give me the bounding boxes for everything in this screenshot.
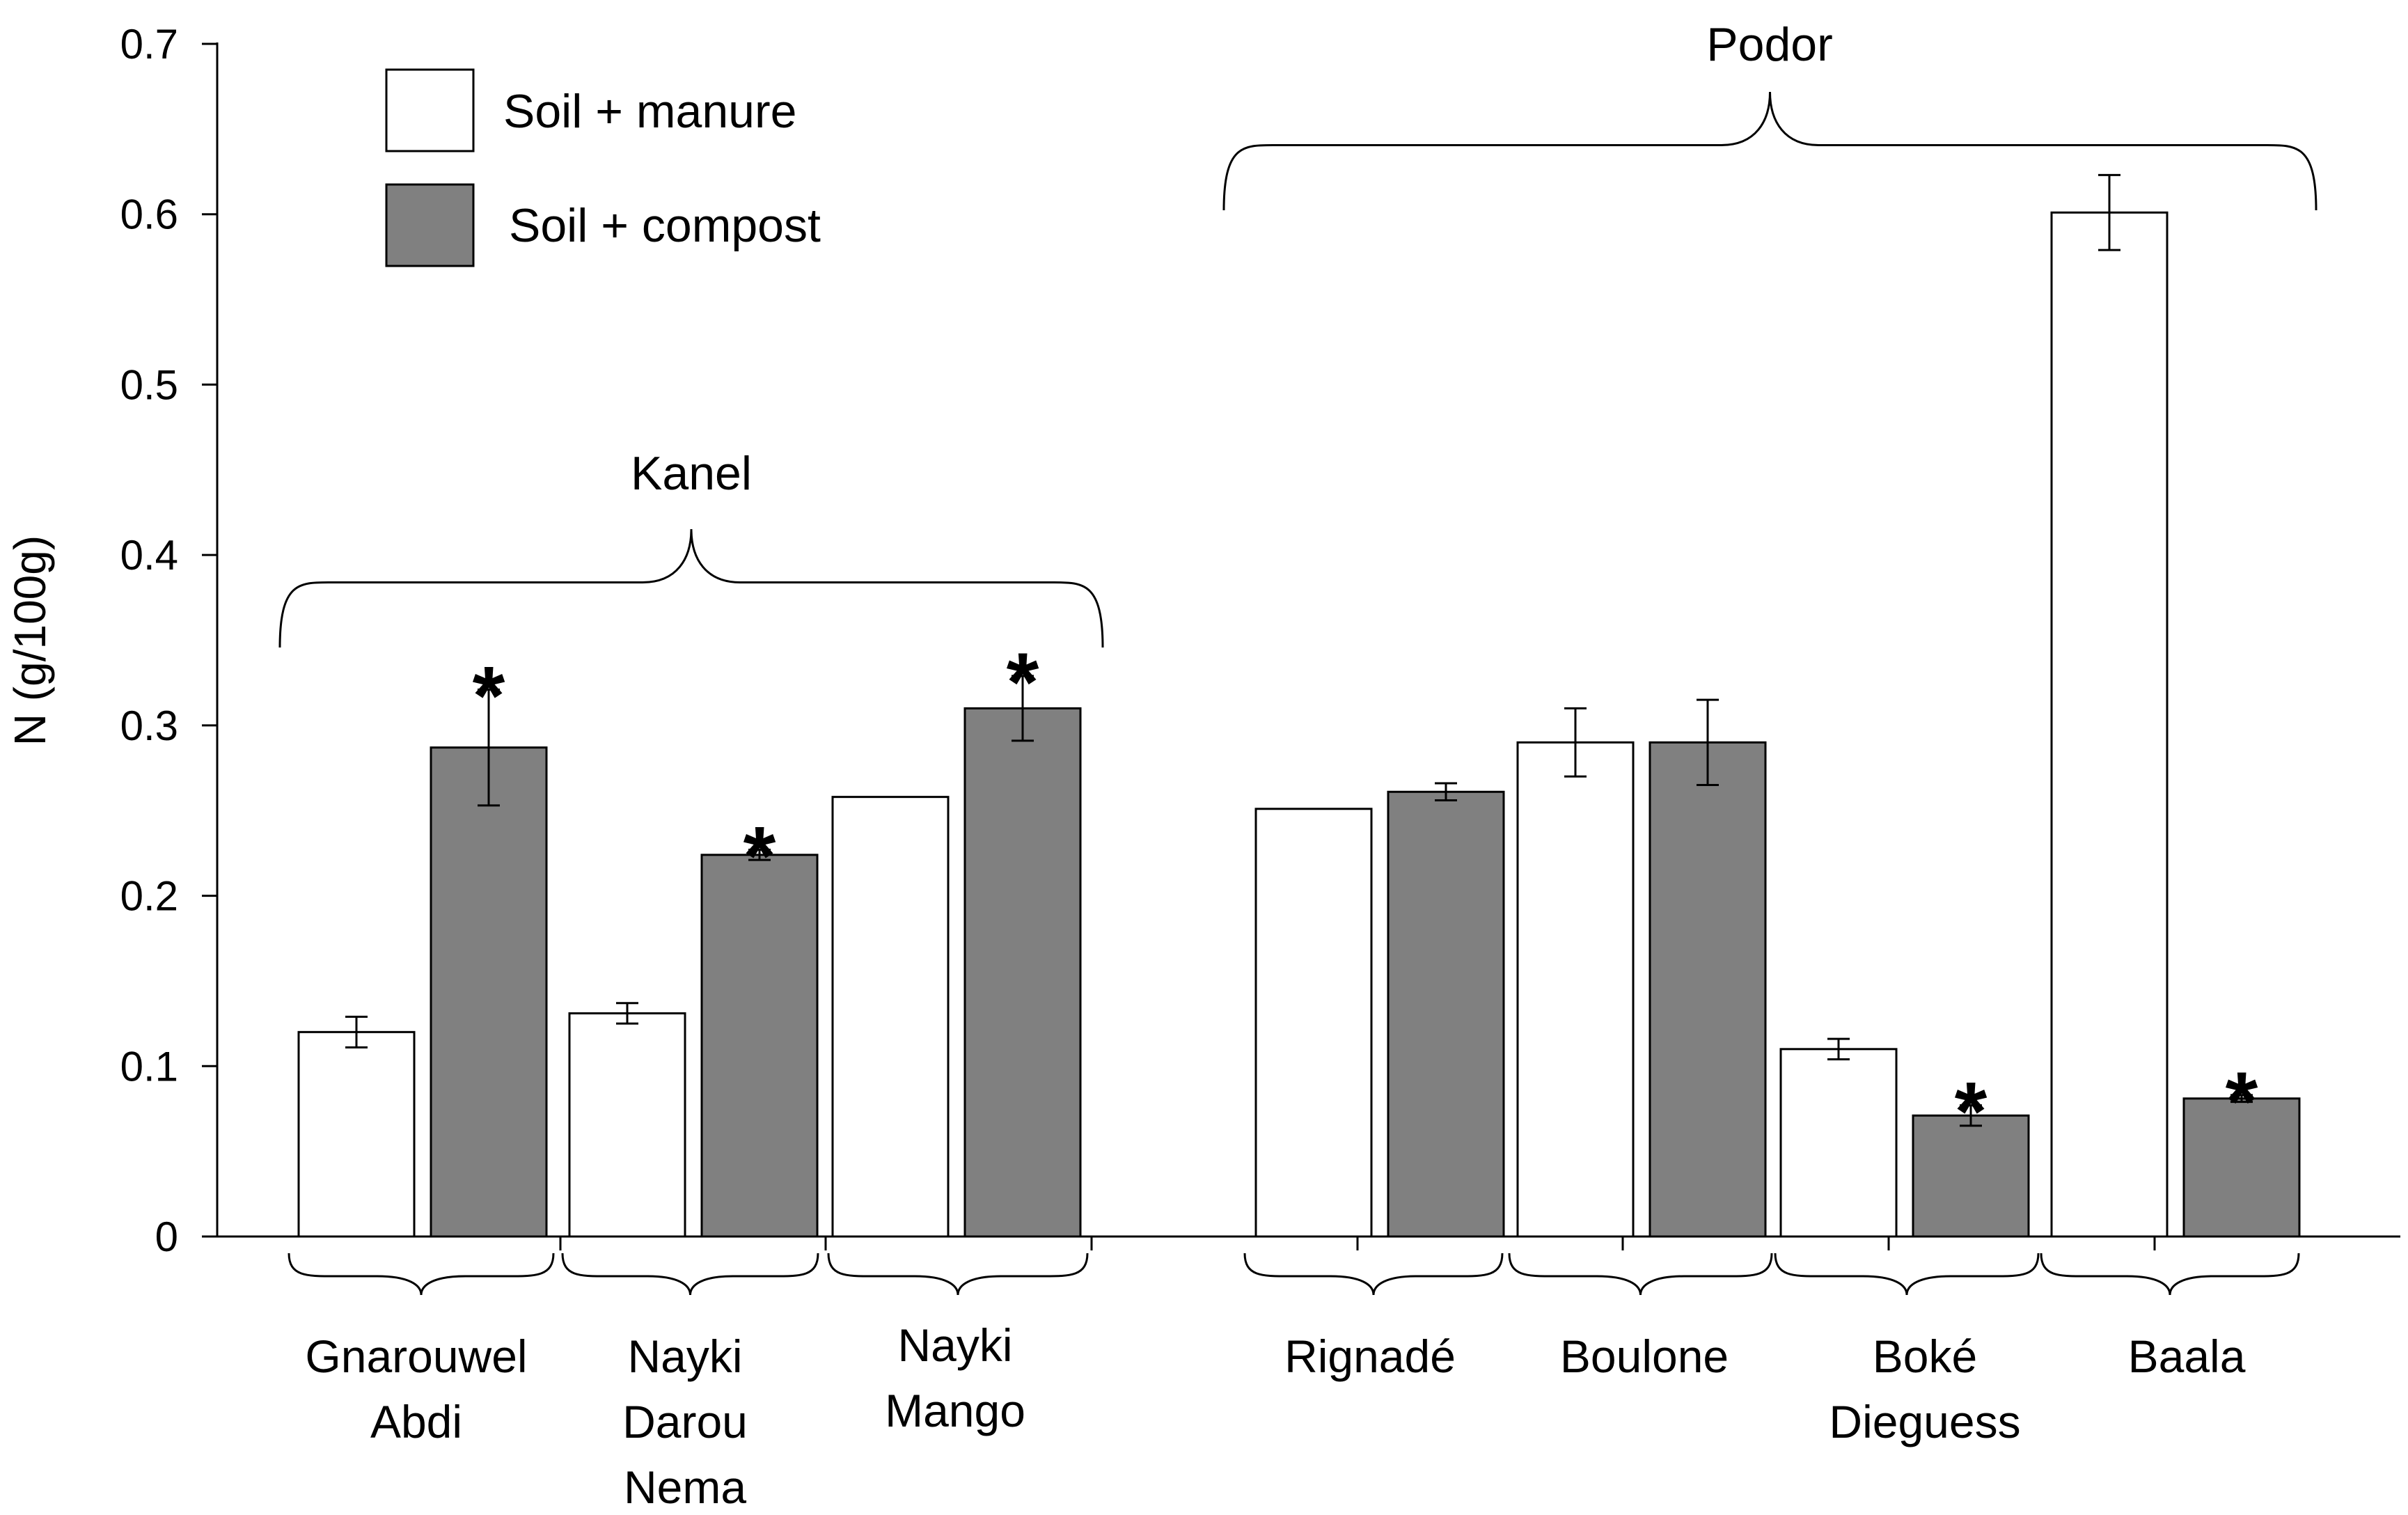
category-brace (827, 1253, 1089, 1296)
group-brace-1 (1222, 91, 2317, 211)
category-label: Boké (1873, 1330, 1977, 1382)
bar-compost-4 (1648, 741, 1767, 1238)
y-axis-title: N (g/100g) (5, 535, 55, 746)
bar-manure-3 (1254, 808, 1373, 1238)
legend-swatch-compost (385, 183, 475, 267)
category-brace (1243, 1253, 1504, 1296)
category-label: Gnarouwel (305, 1330, 527, 1382)
legend-swatch-manure (385, 68, 475, 152)
y-tick-label: 0.2 (120, 873, 178, 920)
bar-manure-4 (1516, 741, 1635, 1238)
category-label: Baala (2128, 1330, 2246, 1382)
bar-manure-1 (568, 1012, 686, 1238)
category-label: Nayki (897, 1319, 1012, 1371)
bar-compost-0 (430, 746, 548, 1238)
category-label: Boulone (1560, 1330, 1729, 1382)
bar-manure-6 (2050, 211, 2169, 1238)
category-label: Abdi (370, 1396, 462, 1447)
bar-compost-5 (1912, 1114, 2030, 1238)
chart-axes (202, 42, 2400, 1296)
category-label: Mango (885, 1385, 1025, 1436)
y-tick-label: 0.4 (120, 532, 178, 579)
category-label: Dieguess (1829, 1396, 2020, 1447)
category-brace (561, 1253, 819, 1296)
y-tick-label: 0.5 (120, 361, 178, 408)
significance-star: * (2226, 1055, 2258, 1148)
category-brace (2040, 1253, 2300, 1296)
y-tick-label: 0.7 (120, 21, 178, 68)
bar-manure-0 (297, 1030, 416, 1238)
bar-compost-3 (1387, 790, 1505, 1238)
category-brace (1774, 1253, 2040, 1296)
significance-star: * (1007, 636, 1039, 729)
category-label: Nayki (627, 1330, 742, 1382)
bar-manure-2 (831, 796, 950, 1238)
bar-manure-5 (1779, 1048, 1898, 1238)
significance-star: * (743, 809, 776, 902)
y-tick-label: 0.1 (120, 1043, 178, 1090)
significance-star: * (1955, 1065, 1988, 1159)
legend-label: Soil + compost (509, 199, 821, 252)
y-tick-label: 0 (155, 1214, 178, 1260)
y-tick-label: 0.3 (120, 702, 178, 749)
y-tick-label: 0.6 (120, 191, 178, 238)
group-label: Kanel (631, 447, 752, 500)
group-label: Podor (1706, 18, 1832, 71)
chart-marks (297, 68, 2301, 1238)
bar-compost-6 (2182, 1097, 2301, 1238)
chart-text: * * * * * 0 0.1 0.2 0.3 0.4 0.5 0.6 0.7 Gnarouwel Abdi… (5, 18, 2258, 1513)
significance-star: * (473, 649, 505, 742)
category-label: Rignadé (1284, 1330, 1456, 1382)
group-brace-0 (278, 528, 1104, 648)
category-label: Nema (624, 1461, 746, 1513)
bar-compost-1 (700, 854, 819, 1238)
bar-compost-2 (963, 707, 1082, 1238)
category-brace (288, 1253, 555, 1296)
legend-label: Soil + manure (503, 85, 796, 138)
category-brace (1508, 1253, 1773, 1296)
category-label: Darou (622, 1396, 748, 1447)
